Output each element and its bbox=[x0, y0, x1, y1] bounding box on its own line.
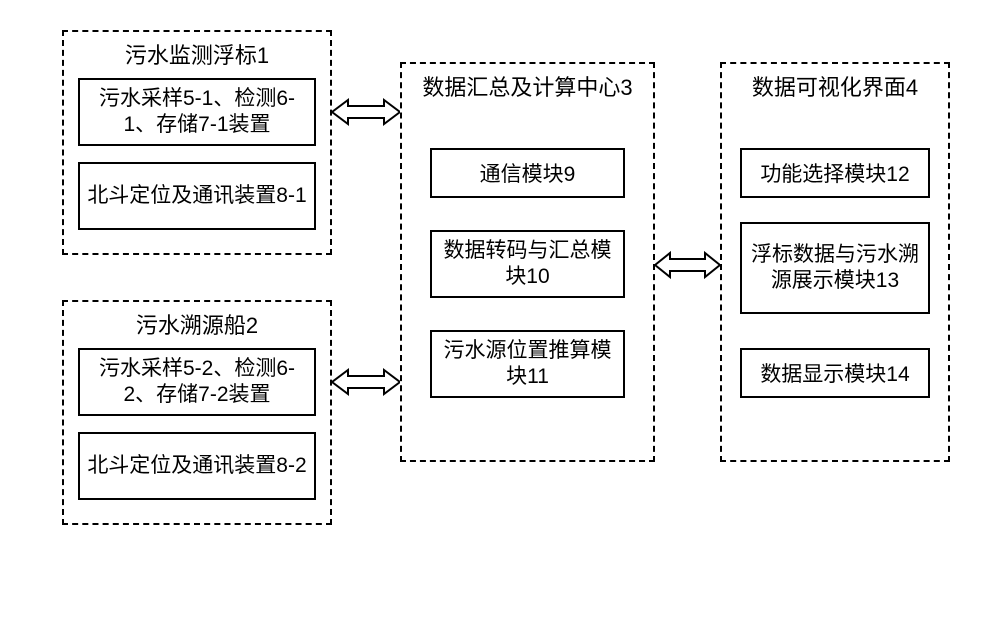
box-buoy-beidou: 北斗定位及通讯装置8-1 bbox=[78, 162, 316, 230]
group-ship-title: 污水溯源船2 bbox=[62, 308, 332, 340]
box-ship-beidou-text: 北斗定位及通讯装置8-2 bbox=[87, 453, 306, 479]
box-ship-sampling: 污水采样5-2、检测6-2、存储7-2装置 bbox=[78, 348, 316, 416]
box-center-transcode-text: 数据转码与汇总模块10 bbox=[438, 238, 617, 291]
group-buoy-title: 污水监测浮标1 bbox=[62, 38, 332, 70]
box-ui-select: 功能选择模块12 bbox=[740, 148, 930, 198]
group-center-title: 数据汇总及计算中心3 bbox=[400, 70, 655, 102]
box-ui-data-display-text: 数据显示模块14 bbox=[760, 358, 909, 388]
box-ship-beidou: 北斗定位及通讯装置8-2 bbox=[78, 432, 316, 500]
box-ship-sampling-text: 污水采样5-2、检测6-2、存储7-2装置 bbox=[86, 356, 308, 409]
group-ui-title: 数据可视化界面4 bbox=[720, 70, 950, 102]
box-center-transcode: 数据转码与汇总模块10 bbox=[430, 230, 625, 298]
box-ui-select-text: 功能选择模块12 bbox=[760, 158, 909, 188]
box-center-comm: 通信模块9 bbox=[430, 148, 625, 198]
box-ui-display-trace-text: 浮标数据与污水溯源展示模块13 bbox=[748, 242, 922, 295]
box-buoy-sampling-text: 污水采样5-1、检测6-1、存储7-1装置 bbox=[86, 86, 308, 139]
box-center-estimate-text: 污水源位置推算模块11 bbox=[438, 338, 617, 391]
box-ui-display-trace: 浮标数据与污水溯源展示模块13 bbox=[740, 222, 930, 314]
box-ui-data-display: 数据显示模块14 bbox=[740, 348, 930, 398]
arrow-buoy-center bbox=[332, 97, 400, 127]
box-center-comm-text: 通信模块9 bbox=[480, 158, 576, 188]
box-center-estimate: 污水源位置推算模块11 bbox=[430, 330, 625, 398]
arrow-center-ui bbox=[655, 250, 720, 280]
box-buoy-sampling: 污水采样5-1、检测6-1、存储7-1装置 bbox=[78, 78, 316, 146]
arrow-ship-center bbox=[332, 367, 400, 397]
box-buoy-beidou-text: 北斗定位及通讯装置8-1 bbox=[87, 183, 306, 209]
